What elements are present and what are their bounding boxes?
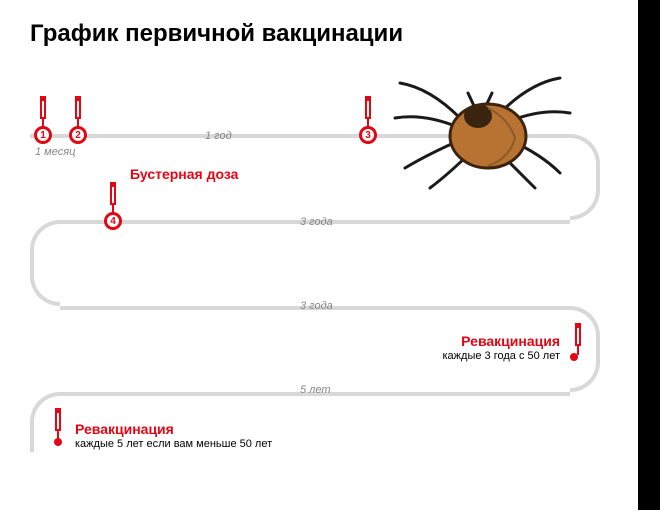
revac-under50-sub: каждые 5 лет если вам меньше 50 лет — [75, 438, 272, 450]
revac-under50-dot — [54, 438, 62, 446]
label-3-years-a: 3 года — [300, 216, 333, 228]
tick-illustration — [380, 58, 580, 198]
syringe-revac-under50 — [50, 408, 66, 438]
corner-l2 — [30, 220, 60, 306]
dose-3-marker: 3 — [359, 126, 377, 144]
dose-4-marker: 4 — [104, 212, 122, 230]
revac-50plus-dot — [570, 353, 578, 361]
dose-1-marker: 1 — [34, 126, 52, 144]
watermark-bar — [638, 0, 660, 510]
syringe-dose-3 — [360, 96, 376, 126]
revac-50plus-sub: каждые 3 года с 50 лет — [443, 350, 561, 362]
label-3-years-b: 3 года — [300, 300, 333, 312]
timeline: 1 2 3 4 1 месяц 1 год 3 года 3 года 5 ле… — [30, 88, 620, 468]
label-1-month: 1 месяц — [35, 146, 75, 158]
syringe-dose-1 — [35, 96, 51, 126]
syringe-dose-2 — [70, 96, 86, 126]
revac-50plus-title: Ревакцинация — [461, 333, 560, 349]
booster-label: Бустерная доза — [130, 166, 238, 182]
revac-under50-title: Ревакцинация — [75, 421, 174, 437]
dose-2-marker: 2 — [69, 126, 87, 144]
label-5-years: 5 лет — [300, 384, 331, 396]
syringe-revac-50plus — [570, 323, 586, 353]
syringe-dose-4 — [105, 182, 121, 212]
label-1-year: 1 год — [205, 130, 232, 142]
page-title: График первичной вакцинации — [30, 20, 630, 48]
